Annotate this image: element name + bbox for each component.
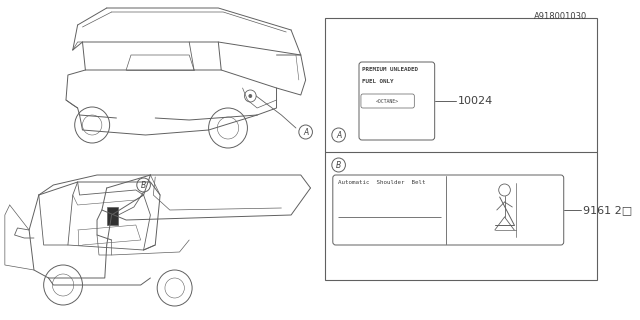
Text: A: A bbox=[336, 131, 341, 140]
Circle shape bbox=[249, 94, 252, 98]
Text: 10024: 10024 bbox=[458, 96, 493, 106]
Text: <OCTANE>: <OCTANE> bbox=[376, 99, 399, 103]
Text: A918001030: A918001030 bbox=[534, 12, 587, 21]
Text: FUEL ONLY: FUEL ONLY bbox=[362, 79, 394, 84]
Text: B: B bbox=[141, 180, 146, 189]
Text: B: B bbox=[336, 161, 341, 170]
Text: Automatic  Shoulder  Belt: Automatic Shoulder Belt bbox=[338, 180, 425, 185]
Bar bbox=[325, 18, 596, 280]
Bar bbox=[107, 207, 118, 225]
Text: PREMIUM UNLEADED: PREMIUM UNLEADED bbox=[362, 67, 418, 72]
Text: A: A bbox=[303, 127, 308, 137]
Text: 9161 2□: 9161 2□ bbox=[583, 205, 632, 215]
